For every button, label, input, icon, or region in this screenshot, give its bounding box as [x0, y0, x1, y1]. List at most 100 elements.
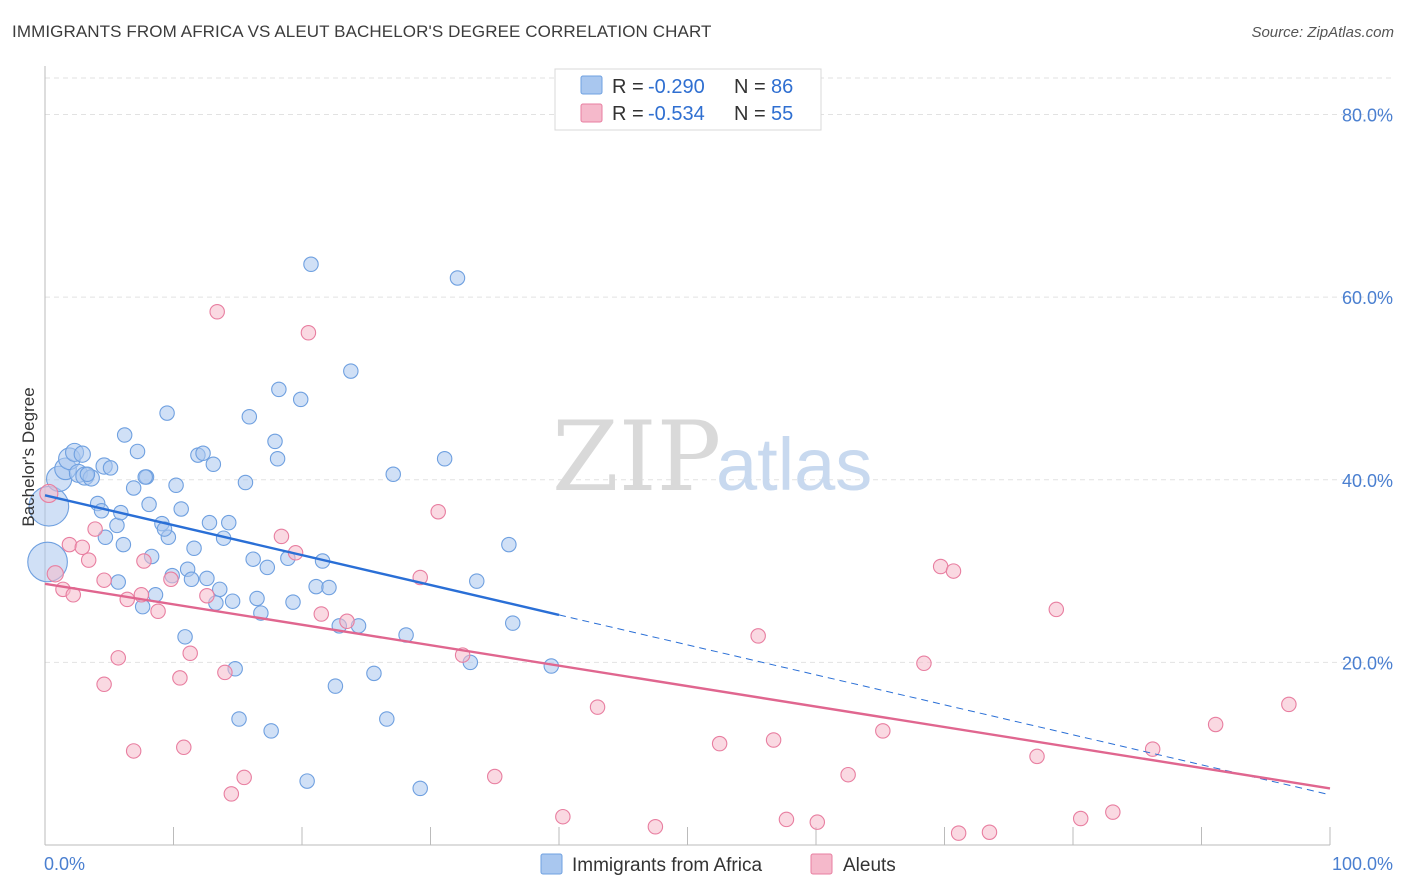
aleut-point: [750, 628, 766, 644]
bottom-legend-swatch-pink: [810, 853, 833, 875]
axes: [44, 66, 1331, 846]
aleut-point: [87, 521, 103, 537]
aleut-point: [119, 591, 135, 608]
source-label: Source: ZipAtlas.com: [1251, 24, 1394, 41]
aleut-point: [647, 818, 664, 835]
aleut-point: [74, 539, 91, 556]
africa-point: [259, 559, 276, 576]
aleut-point: [339, 613, 355, 630]
y-tick-label: 40.0%: [1342, 471, 1393, 491]
aleut-point: [136, 553, 152, 569]
africa-point: [159, 405, 175, 421]
aleut-point: [765, 732, 782, 748]
legend-r-value-pink: -0.534: [648, 103, 705, 125]
aleut-point: [486, 768, 503, 785]
trend-line-aleuts: [44, 582, 1331, 790]
aleut-point: [125, 743, 142, 759]
series-immigrants-from-africa: [27, 256, 560, 797]
africa-point: [385, 466, 401, 483]
africa-point: [201, 514, 218, 531]
legend-swatch-pink: [580, 103, 603, 123]
aleut-point: [809, 814, 826, 830]
aleut-point: [150, 603, 166, 619]
africa-point: [186, 540, 202, 556]
aleut-point: [209, 304, 225, 320]
aleut-point: [163, 571, 179, 588]
africa-point: [195, 445, 211, 462]
africa-point: [221, 514, 237, 531]
legend: R = -0.290 N = 86 R = -0.534 N = 55: [554, 68, 822, 131]
bottom-legend-swatch-blue: [540, 853, 563, 875]
aleut-point: [1207, 716, 1224, 733]
africa-point: [504, 615, 521, 631]
aleut-point: [950, 825, 967, 841]
trend-line-africa-extension: [558, 614, 1331, 796]
aleut-point: [223, 786, 240, 802]
aleut-point: [932, 558, 949, 575]
africa-point: [366, 665, 382, 682]
bottom-legend-label-blue: Immigrants from Africa: [572, 855, 762, 876]
aleut-point: [46, 565, 64, 583]
africa-point: [469, 573, 485, 589]
africa-point: [141, 496, 157, 513]
aleut-point: [589, 699, 606, 715]
africa-point: [79, 466, 96, 483]
africa-point: [137, 469, 153, 485]
africa-point: [110, 574, 126, 590]
africa-point: [129, 443, 146, 460]
africa-point: [109, 517, 125, 534]
africa-point: [292, 391, 309, 408]
trend-line-africa: [44, 494, 560, 617]
africa-point: [102, 460, 119, 476]
aleut-point: [1281, 696, 1297, 713]
africa-point: [168, 477, 184, 493]
aleut-point: [300, 325, 317, 341]
aleut-point: [875, 723, 891, 739]
aleut-point: [61, 536, 78, 553]
africa-point: [73, 445, 91, 463]
bottom-legend-label-pink: Aleuts: [843, 855, 896, 876]
x-tick-labels: 0.0% 100.0%: [44, 854, 1393, 874]
africa-point: [436, 451, 453, 467]
aleut-point: [96, 676, 112, 693]
africa-point: [249, 590, 265, 607]
africa-point: [125, 480, 142, 496]
y-tick-label: 60.0%: [1342, 288, 1393, 308]
africa-point: [237, 474, 254, 491]
africa-point: [263, 723, 279, 739]
aleut-point: [1105, 804, 1121, 820]
legend-n-value-blue: 86: [771, 76, 793, 98]
aleut-point: [39, 483, 59, 504]
watermark-atlas: atlas: [716, 423, 872, 506]
africa-point: [379, 711, 395, 727]
aleut-point: [1072, 810, 1089, 827]
aleut-point: [313, 606, 330, 622]
aleut-point: [182, 645, 198, 661]
aleut-point: [217, 664, 233, 681]
y-tick-labels: 20.0% 40.0% 60.0% 80.0%: [1342, 106, 1393, 674]
legend-swatch-blue: [580, 75, 603, 95]
bottom-legend: Immigrants from Africa Aleuts: [540, 853, 896, 876]
watermark-zip: ZIP: [552, 401, 721, 513]
africa-point: [177, 629, 193, 645]
series-aleuts: [39, 304, 1297, 841]
aleut-point: [711, 735, 728, 752]
aleut-point: [430, 503, 446, 520]
aleut-point: [96, 572, 112, 588]
y-tick-label: 20.0%: [1342, 653, 1393, 673]
africa-point: [183, 571, 200, 588]
aleut-point: [273, 528, 290, 545]
africa-point: [321, 579, 337, 596]
aleut-point: [840, 766, 856, 783]
aleut-point: [1029, 748, 1045, 765]
aleut-point: [945, 563, 962, 579]
legend-r-label: R =: [612, 103, 644, 125]
africa-point: [343, 363, 359, 379]
aleut-point: [176, 739, 192, 756]
aleut-point: [199, 587, 215, 604]
africa-point: [299, 773, 315, 789]
africa-point: [271, 381, 287, 398]
africa-point: [267, 433, 283, 450]
africa-point: [212, 581, 228, 598]
